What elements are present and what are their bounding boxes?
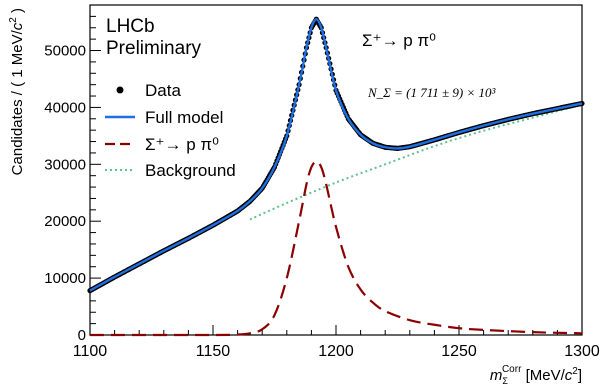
full-model-curve	[89, 18, 583, 292]
y-tick-label: 0	[78, 327, 86, 344]
y-tick-label: 20000	[44, 213, 86, 230]
y-tick-label: 50000	[44, 43, 86, 60]
y-tick-label: 40000	[44, 99, 86, 116]
background-line	[249, 103, 583, 221]
x-tick-label: 1300	[564, 343, 600, 360]
full-model-line	[89, 18, 583, 292]
x-tick-label: 1250	[441, 343, 477, 360]
y-tick-label: 30000	[44, 156, 86, 173]
background-curve	[249, 103, 583, 221]
x-tick-label: 1100	[73, 343, 108, 360]
y-axis-label: Candidates / ( 1 MeV/c2 )	[8, 8, 26, 175]
y-axis: 0 10000 20000 30000 40000 50000	[44, 15, 101, 344]
x-tick-label: 1200	[318, 343, 354, 360]
y-tick-label: 10000	[44, 270, 86, 287]
legend-data-label: Data	[145, 81, 181, 100]
decay-label: Σ⁺→ p π⁰	[362, 31, 436, 50]
legend-full-model-label: Full model	[145, 108, 223, 127]
x-tick-label: 1150	[196, 343, 231, 360]
experiment-label: LHCb	[106, 16, 155, 37]
signal-curve	[89, 160, 583, 337]
yield-annotation: N_Σ = (1 711 ± 9) × 10³	[367, 85, 497, 100]
legend-signal-label: Σ⁺→ p π⁰	[145, 135, 219, 154]
status-label: Preliminary	[106, 38, 202, 59]
legend-background-label: Background	[145, 161, 236, 180]
legend: Data Full model Σ⁺→ p π⁰ Background	[105, 81, 236, 180]
legend-data-marker	[116, 86, 124, 94]
signal-line	[89, 160, 583, 337]
x-axis-label: mΣCorr [MeV/c2]	[490, 364, 582, 386]
x-axis: 1100 1150 1200 1250 1300	[73, 325, 600, 360]
